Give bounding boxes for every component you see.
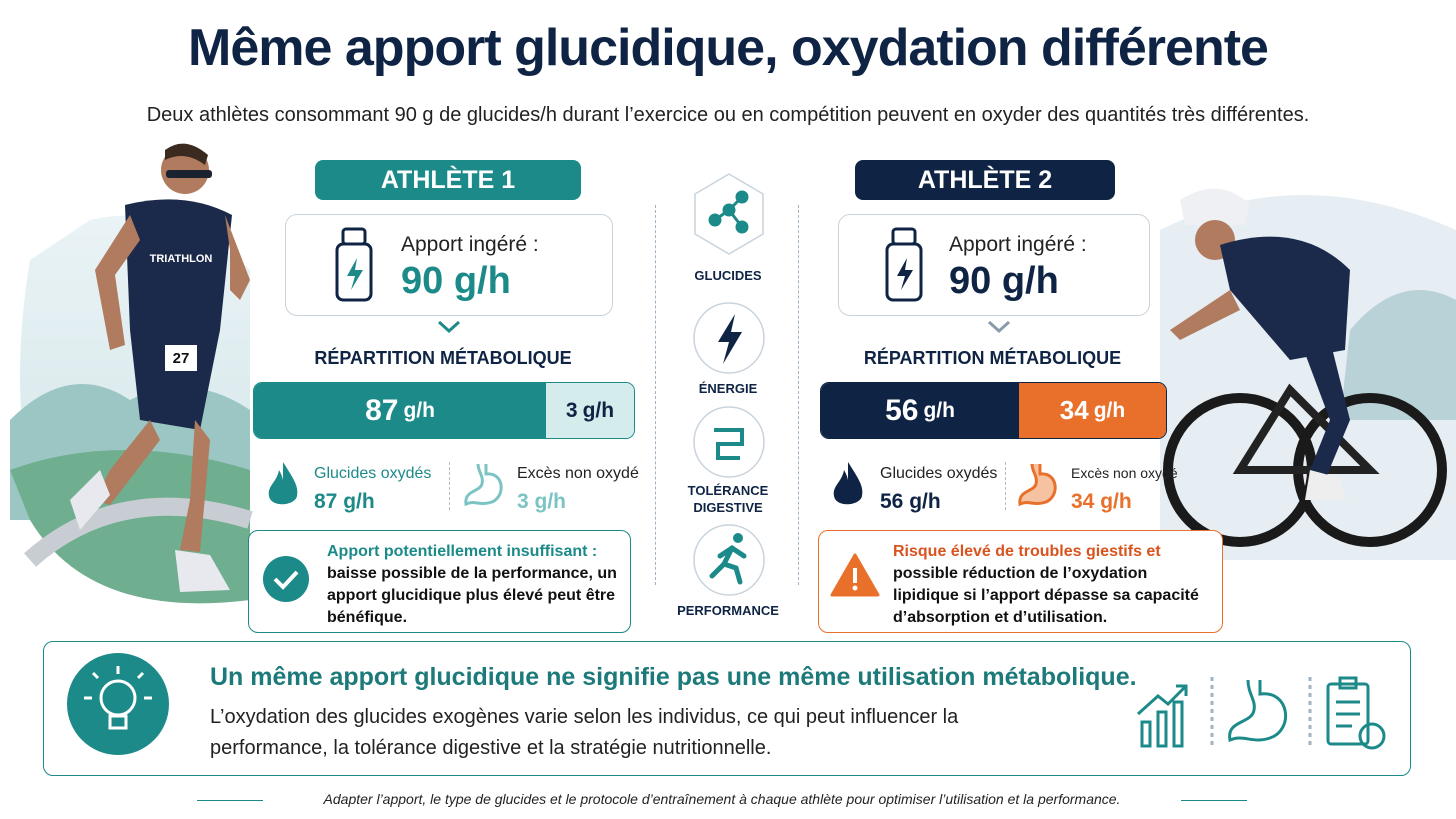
intake-label: Apport ingéré :: [949, 233, 1087, 256]
summary-text: L’oxydation des glucides exogènes varie …: [210, 706, 959, 759]
bib-number: 27: [173, 350, 190, 367]
oxidized-unit: g/h: [923, 398, 955, 422]
note-text: possible réduction de l’oxydation lipidi…: [893, 565, 1199, 626]
excess-value: 3: [565, 398, 578, 422]
warning-icon: [830, 553, 880, 597]
footer-rule: [197, 800, 263, 801]
intake-value: 90 g/h: [949, 260, 1059, 302]
metabolic-bar: 87 g/h 3 g/h: [253, 382, 635, 439]
oxidized-value: 87: [365, 393, 399, 427]
athlete-label: ATHLÈTE 1: [315, 160, 581, 200]
note-title: Risque élevé de troubles giestifs et: [893, 543, 1161, 560]
legend-label: Excès non oxydé: [517, 465, 639, 482]
oxidized-segment: 87 g/h: [254, 383, 546, 438]
oxidized-value: 56: [885, 393, 919, 427]
title: Même apport glucidique, oxydation différ…: [188, 19, 1269, 77]
divider: [655, 205, 656, 585]
stomach-icon: [1018, 463, 1057, 507]
bottle-icon: [885, 227, 923, 302]
center-label: GLUCIDES: [694, 268, 762, 283]
bottle-icon: [335, 227, 373, 302]
chevron: [987, 320, 1011, 334]
note-text: baisse possible de la performance, un ap…: [327, 565, 617, 626]
jersey-text: TRIATHLON: [150, 253, 213, 265]
oxidized-unit: g/h: [403, 398, 435, 422]
chevron: [437, 320, 461, 334]
summary-box: [43, 641, 1411, 776]
subtitle: Deux athlètes consommant 90 g de glucide…: [146, 104, 1310, 126]
breakdown-title: RÉPARTITION MÉTABOLIQUE: [314, 348, 572, 368]
center-label: ÉNERGIE: [698, 381, 758, 396]
note-title: Apport potentiellement insuffisant :: [327, 543, 598, 560]
lightbulb-icon: [67, 653, 169, 755]
intake-label: Apport ingéré :: [401, 233, 539, 256]
note-box: Risque élevé de troubles giestifs et pos…: [818, 530, 1223, 633]
legend-label: Excès non oxydé: [1071, 465, 1178, 481]
check-icon: [263, 556, 309, 602]
center-icons: [693, 173, 765, 596]
excess-segment: 3 g/h: [546, 383, 634, 438]
intake-value: 90 g/h: [401, 260, 511, 302]
legend-value: 34 g/h: [1071, 490, 1132, 513]
legend-label: Glucides oxydés: [880, 465, 998, 482]
stomach-icon: [464, 463, 503, 507]
legend-value: 3 g/h: [517, 490, 567, 513]
center-label: TOLÉRANCE DIGESTIVE: [687, 483, 769, 515]
flame-icon: [833, 462, 863, 505]
summary-title: Un même apport glucidique ne signifie pa…: [210, 663, 1137, 691]
flame-icon: [268, 462, 298, 505]
legend-value: 56 g/h: [880, 490, 941, 513]
divider: [798, 205, 799, 585]
legend-value: 87 g/h: [314, 490, 375, 513]
excess-value: 34: [1059, 395, 1089, 425]
footer-rule: [1181, 800, 1247, 801]
separator: [1005, 462, 1006, 510]
oxidized-segment: 56 g/h: [821, 383, 1019, 438]
center-label: PERFORMANCE: [677, 603, 779, 618]
metabolic-bar: 56 g/h 34 g/h: [820, 382, 1167, 439]
excess-unit: g/h: [582, 398, 615, 422]
legend-label: Glucides oxydés: [314, 465, 432, 482]
separator: [449, 462, 450, 510]
athlete-label: ATHLÈTE 2: [855, 160, 1115, 200]
note-box: Apport potentiellement insuffisant : bai…: [248, 530, 631, 633]
summary-icons: [1136, 676, 1386, 750]
breakdown-title: RÉPARTITION MÉTABOLIQUE: [863, 348, 1122, 368]
footer-note: Adapter l’apport, le type de glucides et…: [323, 791, 1121, 807]
excess-segment: 34 g/h: [1019, 383, 1166, 438]
excess-unit: g/h: [1093, 398, 1126, 422]
